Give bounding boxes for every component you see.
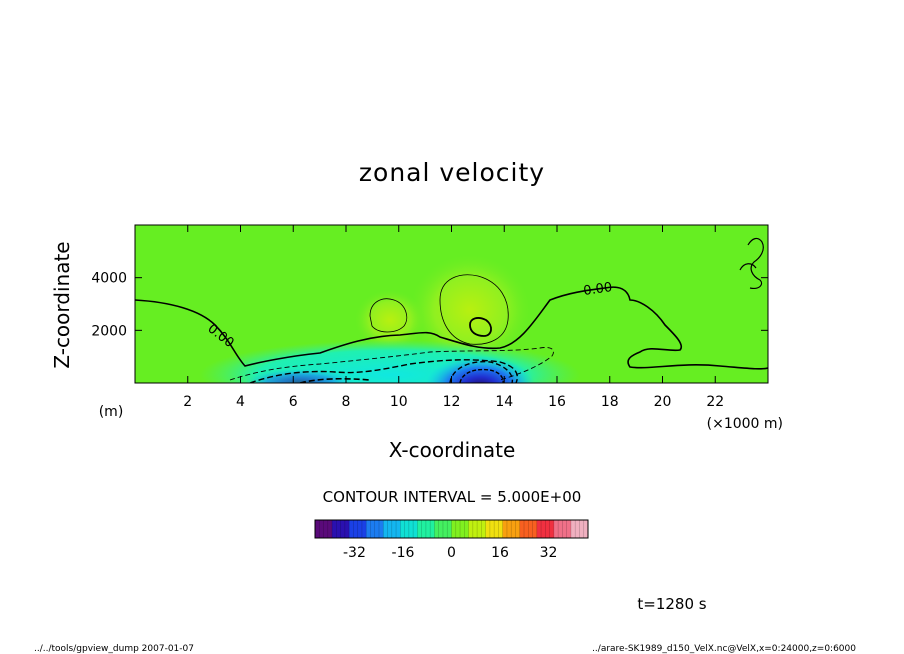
x-tick-label: 20 — [654, 394, 672, 410]
colorbar-segment — [434, 520, 452, 538]
colorbar-segment — [366, 520, 384, 538]
contour-positive-ring-1 — [439, 274, 509, 345]
y-axis-unit: (m) — [99, 404, 124, 420]
contour-lines — [135, 237, 768, 383]
x-tick-label: 14 — [495, 394, 513, 410]
x-axis-label: X-coordinate — [389, 438, 516, 462]
x-tick-label: 18 — [601, 394, 619, 410]
colorbar-segment — [451, 520, 470, 538]
x-axis: 2 4 6 8 10 12 14 16 18 20 22 — [183, 225, 724, 410]
contour-positive-ring-2 — [469, 317, 492, 337]
contour-negative-1 — [229, 347, 554, 381]
contour-right-wiggle-2 — [739, 263, 757, 271]
colorbar-segment — [468, 520, 487, 538]
x-tick-label: 6 — [289, 394, 298, 410]
contour-right-wiggle — [747, 237, 764, 289]
footer-left: ../../tools/gpview_dump 2007-01-07 — [34, 644, 194, 654]
contour-interval-label: CONTOUR INTERVAL = 5.000E+00 — [323, 488, 582, 506]
y-axis: 2000 4000 — [91, 271, 768, 339]
zero-contour-right — [604, 286, 768, 370]
colorbar-segment — [502, 520, 521, 538]
colorbar-segment — [315, 520, 333, 538]
velocity-field-positive-region-2 — [355, 290, 425, 350]
colorbar-segment — [417, 520, 435, 538]
x-tick-label: 16 — [548, 394, 566, 410]
x-tick-label: 4 — [236, 394, 245, 410]
x-axis-unit: (×1000 m) — [707, 416, 783, 432]
contour-positive-ring-3 — [369, 298, 408, 333]
colorbar-segment — [349, 520, 367, 538]
colorbar-tick-label: -32 — [343, 545, 366, 561]
contour-negative-core-2 — [459, 368, 504, 383]
plot-area: 0.00 0.00 — [135, 225, 768, 383]
contour-label-zero-2: 0.00 — [582, 280, 613, 299]
time-label: t=1280 s — [637, 595, 706, 613]
y-axis-label: Z-coordinate — [50, 241, 74, 368]
colorbar-tick-label: 16 — [491, 545, 509, 561]
colorbar-segment — [570, 520, 589, 538]
contour-negative-2 — [249, 359, 518, 383]
contour-negative-3 — [299, 377, 371, 383]
colorbar-segment — [485, 520, 504, 538]
footer-right: ../arare-SK1989_d150_VelX.nc@VelX,x=0:24… — [592, 644, 856, 654]
colorbar-segment — [400, 520, 418, 538]
chart-title: zonal velocity — [359, 158, 545, 187]
colorbar: -32 -16 0 16 32 — [314, 519, 589, 561]
y-tick-label: 4000 — [91, 271, 127, 287]
x-tick-label: 12 — [443, 394, 461, 410]
y-tick-label: 2000 — [91, 323, 127, 339]
x-tick-label: 8 — [342, 394, 351, 410]
colorbar-border — [314, 519, 589, 539]
colorbar-tick-label: 32 — [540, 545, 558, 561]
colorbar-segment — [332, 520, 350, 538]
colorbar-segment — [519, 520, 538, 538]
zero-contour-left — [135, 287, 606, 367]
velocity-field-negative-core — [425, 350, 535, 383]
x-tick-label: 2 — [183, 394, 192, 410]
colorbar-tick-label: -16 — [392, 545, 415, 561]
x-tick-label: 10 — [390, 394, 408, 410]
contour-negative-core-1 — [449, 361, 514, 383]
x-tick-label: 22 — [706, 394, 724, 410]
colorbar-segment — [553, 520, 572, 538]
colorbar-segment — [536, 520, 555, 538]
colorbar-tick-label: 0 — [447, 545, 456, 561]
colorbar-segment — [383, 520, 401, 538]
